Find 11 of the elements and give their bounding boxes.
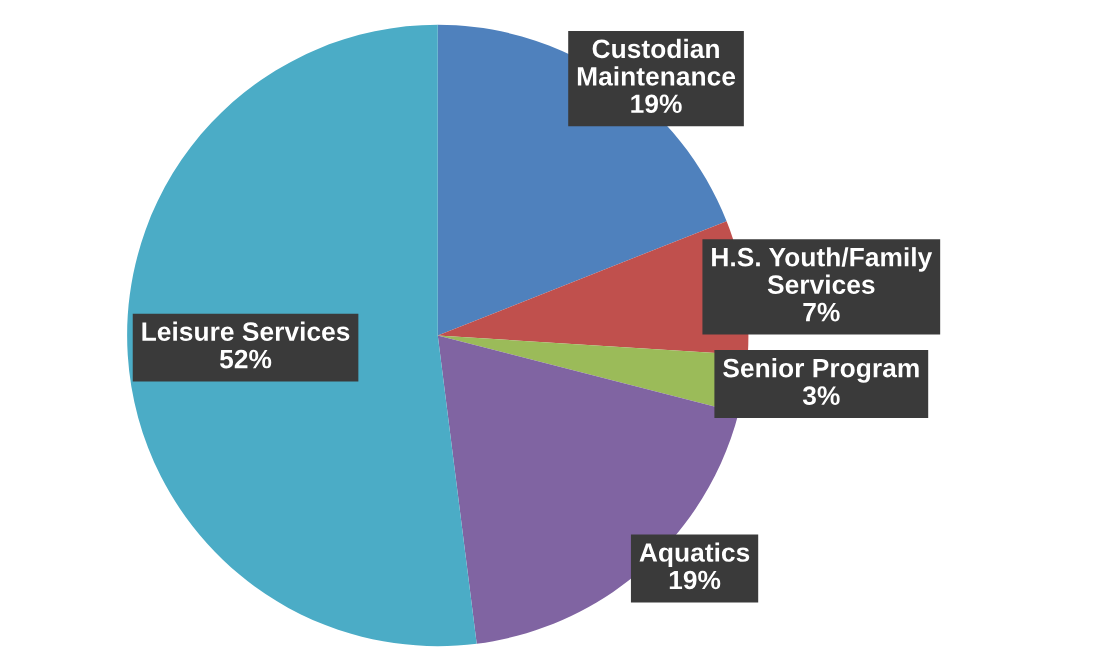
data-label: 3% xyxy=(802,386,840,406)
slice-label: H.S. Youth/Family Services xyxy=(712,247,933,294)
data-label: 19% xyxy=(631,94,682,114)
data-label: 52% xyxy=(219,349,272,369)
slice-label: Aquatics xyxy=(639,542,750,568)
slice-label: Custodian Maintenance xyxy=(577,38,736,86)
data-label: 7% xyxy=(803,302,840,322)
pie-slice xyxy=(127,24,477,647)
slice-label: Leisure Services xyxy=(142,321,350,341)
slice-label: Senior Program xyxy=(723,358,919,383)
data-label: 19% xyxy=(669,570,721,590)
